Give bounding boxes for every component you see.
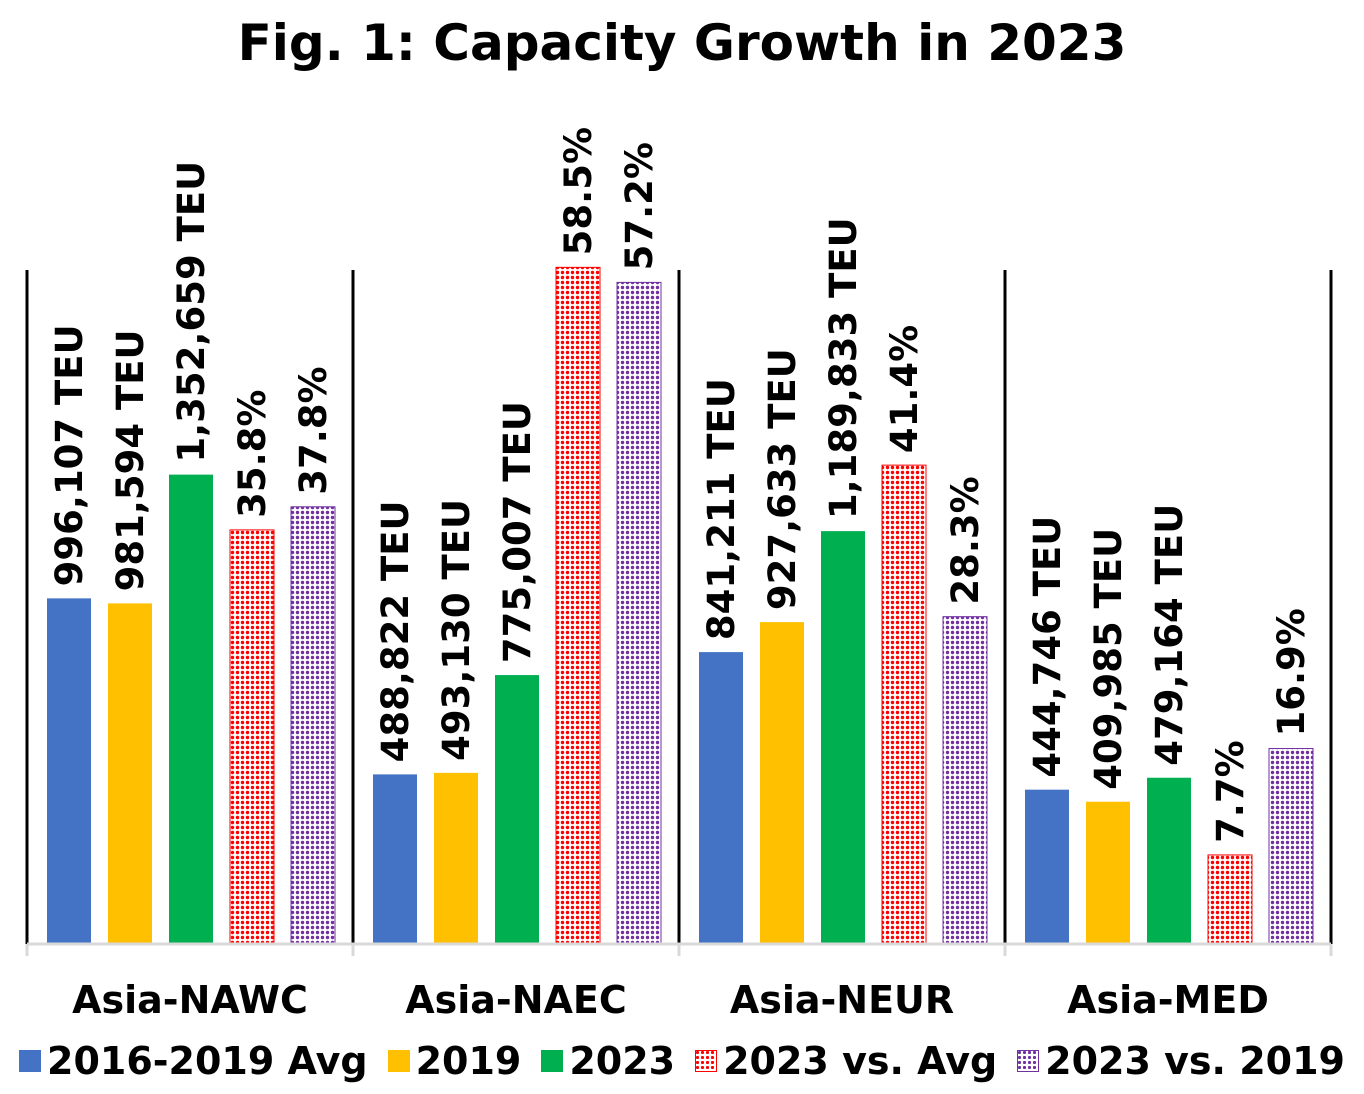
- bar: [229, 529, 275, 945]
- bar: [760, 622, 804, 944]
- legend-item: 2023: [541, 1039, 675, 1083]
- data-label: 927,633 TEU: [761, 348, 804, 610]
- bar: [169, 474, 213, 944]
- legend-label: 2023: [569, 1039, 676, 1083]
- bar: [616, 281, 662, 945]
- data-label: 1,189,833 TEU: [822, 217, 865, 519]
- legend-swatch: [695, 1050, 718, 1072]
- data-label: 28.3%: [944, 476, 987, 604]
- data-label: 57.2%: [618, 142, 661, 270]
- legend-label: 2016-2019 Avg: [47, 1039, 368, 1083]
- data-label: 775,007 TEU: [496, 401, 539, 663]
- bar: [942, 616, 988, 945]
- legend-item: 2016-2019 Avg: [19, 1039, 368, 1083]
- legend-label: 2023 vs. Avg: [723, 1039, 998, 1083]
- data-label: 16.9%: [1270, 608, 1313, 736]
- bar: [1268, 748, 1314, 945]
- bar: [1025, 789, 1069, 944]
- data-label: 37.8%: [292, 366, 335, 494]
- category-label: Asia-NAWC: [72, 978, 308, 1022]
- legend-swatch: [1017, 1050, 1040, 1072]
- legend: 2016-2019 Avg 2019 2023 2023 vs. Avg 2023 vs…: [0, 1036, 1364, 1086]
- bar: [1207, 854, 1253, 945]
- legend-label: 2023 vs. 2019: [1045, 1039, 1345, 1083]
- bar: [1147, 777, 1191, 944]
- bar: [881, 464, 927, 945]
- data-label: 841,211 TEU: [700, 378, 743, 640]
- data-label: 7.7%: [1209, 740, 1252, 843]
- legend-swatch: [387, 1050, 410, 1072]
- data-label: 996,107 TEU: [48, 324, 91, 586]
- bar: [1086, 801, 1130, 944]
- category-label: Asia-NEUR: [730, 978, 954, 1022]
- bar: [47, 598, 91, 944]
- legend-item: 2023 vs. Avg: [695, 1039, 997, 1083]
- legend-item: 2023 vs. 2019: [1017, 1039, 1345, 1083]
- bar: [821, 531, 865, 944]
- data-label: 1,352,659 TEU: [170, 161, 213, 463]
- bar: [373, 774, 417, 944]
- bar: [434, 772, 478, 944]
- bar: [555, 266, 601, 945]
- chart-title: Fig. 1: Capacity Growth in 2023: [237, 14, 1127, 72]
- data-label: 41.4%: [883, 325, 926, 453]
- data-label: 479,164 TEU: [1148, 504, 1191, 766]
- bar: [699, 652, 743, 944]
- bar: [495, 675, 539, 944]
- legend-label: 2019: [415, 1039, 522, 1083]
- data-label: 488,822 TEU: [374, 500, 417, 762]
- bar: [108, 603, 152, 944]
- category-label: Asia-NAEC: [405, 978, 627, 1022]
- data-label: 409,985 TEU: [1087, 528, 1130, 790]
- data-label: 981,594 TEU: [109, 329, 152, 591]
- data-label: 58.5%: [557, 127, 600, 255]
- data-label: 35.8%: [231, 390, 274, 518]
- bar: [290, 506, 336, 945]
- data-label: 444,746 TEU: [1026, 516, 1069, 778]
- data-label: 493,130 TEU: [435, 499, 478, 761]
- category-label: Asia-MED: [1067, 978, 1269, 1022]
- legend-item: 2019: [387, 1039, 522, 1083]
- legend-swatch: [541, 1050, 564, 1072]
- legend-swatch: [19, 1050, 41, 1072]
